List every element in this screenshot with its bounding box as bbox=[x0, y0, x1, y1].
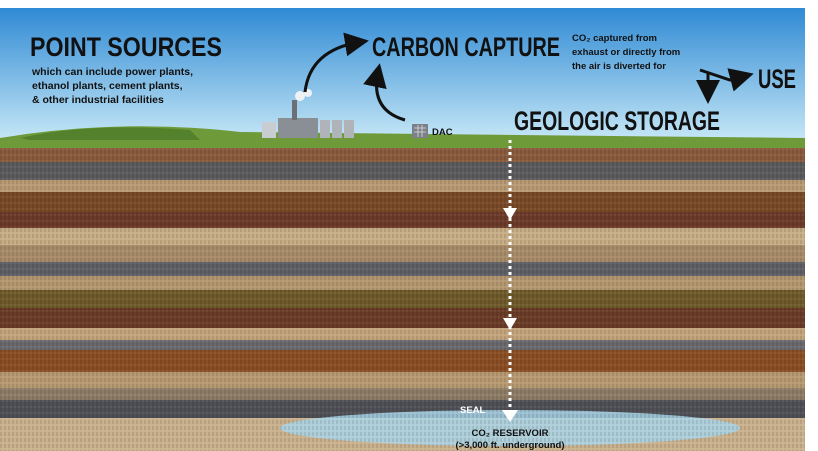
heading: USE bbox=[758, 64, 796, 94]
note-line: which can include power plants, bbox=[31, 66, 193, 78]
note-line: the air is diverted for bbox=[572, 61, 666, 72]
note-line: CO₂ captured from bbox=[572, 33, 657, 44]
label: (>3,000 ft. underground) bbox=[456, 440, 565, 451]
heading: CARBON CAPTURE bbox=[372, 32, 560, 62]
infographic: POINT SOURCES which can include power pl… bbox=[0, 0, 818, 451]
label: SEAL bbox=[460, 405, 486, 416]
dac-unit bbox=[412, 124, 428, 138]
heading: POINT SOURCES bbox=[30, 32, 222, 62]
strata bbox=[0, 148, 805, 451]
label: CO₂ RESERVOIR bbox=[472, 428, 549, 439]
label: DAC bbox=[432, 127, 453, 138]
note-line: ethanol plants, cement plants, bbox=[32, 80, 183, 92]
heading: GEOLOGIC STORAGE bbox=[514, 106, 720, 136]
note-line: exhaust or directly from bbox=[572, 47, 680, 58]
note-line: & other industrial facilities bbox=[32, 94, 164, 106]
